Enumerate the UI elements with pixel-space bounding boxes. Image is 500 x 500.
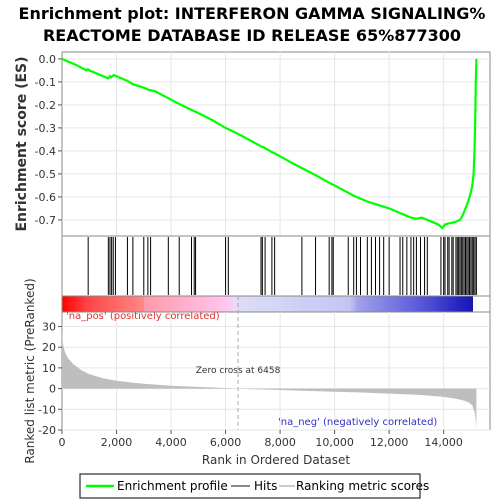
metric-gridlines: [62, 312, 490, 431]
es-y-axis-label: Enrichment score (ES): [14, 56, 30, 231]
es-y-ticks: 0.0 -0.1 -0.2 -0.3 -0.4 -0.5 -0.6 -0.7: [35, 53, 62, 227]
metric-y-tick-label: -10: [38, 403, 56, 416]
legend-metric-label: Ranking metric scores: [296, 479, 429, 493]
na-neg-label: 'na_neg' (negatively correlated): [278, 417, 437, 428]
es-y-tick-label: -0.7: [35, 214, 56, 227]
x-tick-label: 2,000: [101, 436, 133, 449]
metric-y-tick-label: -20: [38, 424, 56, 437]
chart-title-line2: REACTOME DATABASE ID RELEASE 65%877300: [43, 26, 461, 45]
x-tick-label: 12,000: [370, 436, 409, 449]
es-gridlines: [62, 52, 490, 236]
hits-panel-frame: [61, 235, 491, 297]
x-axis-label: Rank in Ordered Dataset: [202, 453, 350, 467]
es-y-tick-label: -0.6: [35, 191, 56, 204]
metric-y-tick-label: 0: [49, 383, 56, 396]
legend-hits-label: Hits: [254, 479, 277, 493]
legend-es-label: Enrichment profile: [117, 479, 228, 493]
metric-y-tick-label: 20: [42, 341, 56, 354]
metric-y-tick-label: 10: [42, 362, 56, 375]
na-pos-label: 'na_pos' (positively correlated): [66, 311, 220, 322]
x-tick-label: 14,000: [424, 436, 463, 449]
legend: Enrichment profile Hits Ranking metric s…: [79, 473, 429, 499]
metric-y-axis-label: Ranked list metric (PreRanked): [23, 278, 37, 463]
es-y-tick-label: -0.4: [35, 145, 56, 158]
metric-panel-frame: [61, 311, 491, 431]
x-tick-label: 0: [59, 436, 66, 449]
es-y-tick-label: -0.3: [35, 122, 56, 135]
x-tick-label: 10,000: [315, 436, 354, 449]
x-tick-label: 8,000: [264, 436, 296, 449]
zero-cross-label: Zero cross at 6458: [196, 366, 281, 376]
es-y-tick-label: -0.5: [35, 168, 56, 181]
hits-marks: [87, 237, 477, 295]
metric-y-tick-label: 30: [42, 320, 56, 333]
es-line: [61, 57, 478, 230]
es-y-tick-label: -0.2: [35, 99, 56, 112]
x-tick-label: 6,000: [210, 436, 242, 449]
x-axis-ticks: 0 2,000 4,000 6,000 8,000 10,000 12,000 14,000: [59, 430, 463, 449]
es-panel-frame: [61, 51, 491, 237]
chart-title-line1: Enrichment plot: INTERFERON GAMMA SIGNAL…: [19, 4, 486, 23]
rank-color-bar: [62, 296, 473, 312]
x-tick-label: 4,000: [155, 436, 187, 449]
es-y-tick-label: 0.0: [39, 53, 57, 66]
metric-y-ticks: 30 20 10 0 -10 -20: [38, 320, 62, 437]
es-y-tick-label: -0.1: [35, 76, 56, 89]
